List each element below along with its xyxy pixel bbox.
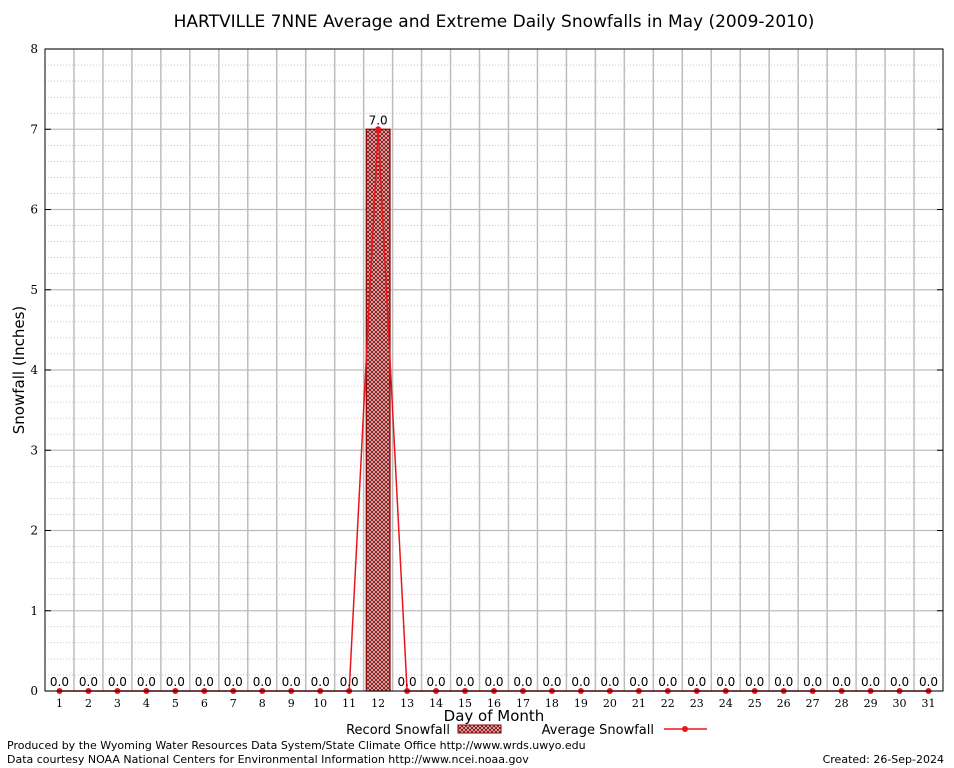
record-bars bbox=[365, 128, 391, 692]
x-tick-label: 8 bbox=[259, 697, 266, 710]
chart-title: HARTVILLE 7NNE Average and Extreme Daily… bbox=[174, 12, 815, 32]
data-labels: 0.0 0.0 0.0 0.0 0.0 0.0 0.0 0.0 0.0 0.0 0.0 7.0 0.0 0… bbox=[50, 113, 938, 689]
data-label: 0.0 bbox=[311, 675, 330, 689]
data-label: 0.0 bbox=[890, 675, 909, 689]
y-tick-label: 3 bbox=[30, 443, 38, 457]
data-label: 0.0 bbox=[571, 675, 590, 689]
data-label: 0.0 bbox=[340, 675, 359, 689]
data-label: 0.0 bbox=[427, 675, 446, 689]
data-label: 0.0 bbox=[398, 675, 417, 689]
data-label: 0.0 bbox=[79, 675, 98, 689]
x-tick-label: 19 bbox=[574, 697, 588, 710]
y-tick-label: 1 bbox=[30, 604, 38, 618]
x-tick-label: 6 bbox=[201, 697, 208, 710]
x-tick-label: 27 bbox=[806, 697, 820, 710]
data-label: 0.0 bbox=[774, 675, 793, 689]
data-label: 0.0 bbox=[108, 675, 127, 689]
footer-data-courtesy: Data courtesy NOAA National Centers for … bbox=[7, 753, 529, 766]
data-label: 7.0 bbox=[369, 113, 388, 127]
x-tick-label: 24 bbox=[719, 697, 733, 710]
average-point bbox=[375, 126, 382, 133]
y-tick-label: 4 bbox=[30, 363, 38, 377]
x-tick-label: 26 bbox=[777, 697, 791, 710]
average-line bbox=[56, 126, 932, 694]
grid bbox=[45, 48, 943, 692]
x-tick-label: 29 bbox=[864, 697, 878, 710]
x-tick-label: 1 bbox=[56, 697, 63, 710]
x-tick-label: 20 bbox=[603, 697, 617, 710]
data-label: 0.0 bbox=[137, 675, 156, 689]
y-tick-label: 6 bbox=[30, 203, 38, 217]
x-tick-label: 21 bbox=[632, 697, 646, 710]
data-label: 0.0 bbox=[195, 675, 214, 689]
data-label: 0.0 bbox=[629, 675, 648, 689]
x-axis-ticks: 1 2 3 4 5 6 7 8 9 10 11 12 13 14 15 16 17 18 19 20 21 22 23 24 2… bbox=[56, 697, 936, 710]
x-tick-label: 4 bbox=[143, 697, 150, 710]
x-tick-label: 22 bbox=[661, 697, 675, 710]
x-tick-label: 28 bbox=[835, 697, 849, 710]
data-label: 0.0 bbox=[50, 675, 69, 689]
data-label: 0.0 bbox=[542, 675, 561, 689]
legend: Record Snowfall Average Snowfall bbox=[346, 723, 707, 738]
x-tick-label: 14 bbox=[429, 697, 443, 710]
y-tick-label: 5 bbox=[30, 283, 38, 297]
data-label: 0.0 bbox=[861, 675, 880, 689]
data-label: 0.0 bbox=[803, 675, 822, 689]
footer-produced-by: Produced by the Wyoming Water Resources … bbox=[7, 739, 586, 752]
x-tick-label: 16 bbox=[487, 697, 501, 710]
record-bar bbox=[365, 128, 391, 692]
data-label: 0.0 bbox=[166, 675, 185, 689]
x-tick-label: 9 bbox=[288, 697, 295, 710]
data-label: 0.0 bbox=[832, 675, 851, 689]
legend-average-marker bbox=[682, 726, 688, 732]
data-label: 0.0 bbox=[484, 675, 503, 689]
data-label: 0.0 bbox=[745, 675, 764, 689]
y-tick-label: 2 bbox=[30, 524, 38, 538]
y-tick-label: 7 bbox=[30, 122, 38, 136]
x-axis-label: Day of Month bbox=[444, 707, 545, 725]
data-label: 0.0 bbox=[716, 675, 735, 689]
x-tick-label: 5 bbox=[172, 697, 179, 710]
x-tick-label: 2 bbox=[85, 697, 92, 710]
data-label: 0.0 bbox=[455, 675, 474, 689]
legend-average-label: Average Snowfall bbox=[542, 723, 654, 738]
x-tick-label: 18 bbox=[545, 697, 559, 710]
legend-record-label: Record Snowfall bbox=[346, 723, 450, 738]
data-label: 0.0 bbox=[687, 675, 706, 689]
data-label: 0.0 bbox=[253, 675, 272, 689]
y-axis-ticks: 0 1 2 3 4 5 6 7 8 bbox=[30, 42, 943, 698]
x-tick-label: 30 bbox=[893, 697, 907, 710]
y-axis-label: Snowfall (Inches) bbox=[10, 306, 28, 434]
footer-created-date: Created: 26-Sep-2024 bbox=[822, 753, 944, 766]
x-tick-label: 23 bbox=[690, 697, 704, 710]
x-tick-label: 7 bbox=[230, 697, 237, 710]
data-label: 0.0 bbox=[919, 675, 938, 689]
data-label: 0.0 bbox=[224, 675, 243, 689]
data-label: 0.0 bbox=[658, 675, 677, 689]
y-tick-label: 0 bbox=[30, 684, 38, 698]
data-label: 0.0 bbox=[600, 675, 619, 689]
x-tick-label: 31 bbox=[922, 697, 936, 710]
x-tick-label: 25 bbox=[748, 697, 762, 710]
x-tick-label: 12 bbox=[371, 697, 385, 710]
data-label: 0.0 bbox=[513, 675, 532, 689]
x-tick-label: 11 bbox=[342, 697, 356, 710]
y-tick-label: 8 bbox=[30, 42, 38, 56]
data-label: 0.0 bbox=[282, 675, 301, 689]
x-tick-label: 15 bbox=[458, 697, 472, 710]
x-tick-label: 13 bbox=[400, 697, 414, 710]
x-tick-label: 3 bbox=[114, 697, 121, 710]
legend-record-swatch bbox=[457, 724, 502, 734]
x-tick-label: 17 bbox=[516, 697, 530, 710]
x-tick-label: 10 bbox=[313, 697, 327, 710]
